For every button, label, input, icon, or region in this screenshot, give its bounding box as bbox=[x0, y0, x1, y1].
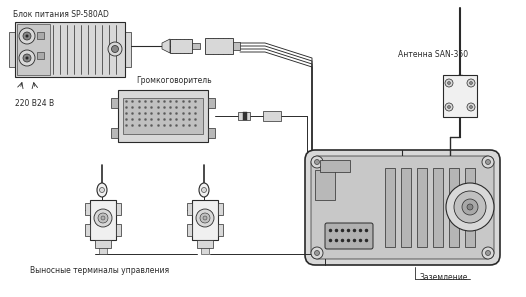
Circle shape bbox=[112, 45, 118, 53]
Text: Громкоговоритель: Громкоговоритель bbox=[136, 76, 211, 85]
Bar bbox=[385, 168, 395, 247]
Circle shape bbox=[448, 105, 450, 108]
Bar bbox=[443, 75, 477, 117]
Bar bbox=[263, 111, 281, 121]
Circle shape bbox=[23, 32, 31, 40]
Bar bbox=[95, 240, 111, 248]
Circle shape bbox=[470, 105, 472, 108]
Bar bbox=[465, 168, 475, 247]
Circle shape bbox=[482, 247, 494, 259]
Bar bbox=[201, 248, 209, 254]
Circle shape bbox=[203, 216, 207, 220]
Circle shape bbox=[200, 213, 210, 223]
Bar bbox=[37, 32, 44, 39]
Circle shape bbox=[462, 199, 478, 215]
Bar bbox=[433, 168, 443, 247]
Bar bbox=[116, 203, 121, 215]
Bar bbox=[116, 224, 121, 236]
Circle shape bbox=[485, 250, 491, 255]
Circle shape bbox=[467, 204, 473, 210]
Circle shape bbox=[448, 81, 450, 85]
Bar bbox=[192, 43, 200, 49]
Bar bbox=[187, 224, 192, 236]
Circle shape bbox=[454, 191, 486, 223]
Circle shape bbox=[19, 50, 35, 66]
Bar bbox=[90, 200, 116, 240]
Bar bbox=[85, 224, 90, 236]
Circle shape bbox=[99, 187, 105, 192]
Circle shape bbox=[94, 209, 112, 227]
Circle shape bbox=[201, 187, 207, 192]
Circle shape bbox=[467, 103, 475, 111]
Bar bbox=[37, 52, 44, 59]
Circle shape bbox=[23, 54, 31, 62]
Bar bbox=[99, 248, 107, 254]
Bar bbox=[123, 98, 203, 134]
Bar bbox=[125, 32, 131, 67]
Circle shape bbox=[315, 250, 319, 255]
Bar bbox=[192, 200, 218, 240]
Bar bbox=[243, 112, 247, 120]
Text: 220 В: 220 В bbox=[15, 99, 37, 108]
Circle shape bbox=[196, 209, 214, 227]
Bar bbox=[17, 24, 50, 75]
Circle shape bbox=[311, 156, 323, 168]
Bar bbox=[320, 160, 350, 172]
Text: 24 В: 24 В bbox=[37, 99, 54, 108]
Bar bbox=[238, 112, 250, 120]
Bar bbox=[208, 98, 215, 108]
Bar bbox=[401, 168, 411, 247]
Circle shape bbox=[98, 213, 108, 223]
Circle shape bbox=[25, 34, 28, 37]
Circle shape bbox=[482, 156, 494, 168]
Circle shape bbox=[25, 56, 28, 59]
Bar bbox=[218, 203, 223, 215]
Bar bbox=[85, 203, 90, 215]
Bar bbox=[315, 170, 335, 200]
Bar bbox=[449, 168, 459, 247]
Polygon shape bbox=[162, 39, 170, 53]
FancyBboxPatch shape bbox=[305, 150, 500, 265]
Bar bbox=[118, 90, 208, 142]
Bar bbox=[233, 42, 240, 50]
Bar bbox=[187, 203, 192, 215]
Text: Заземление: Заземление bbox=[420, 273, 468, 282]
Bar bbox=[9, 32, 15, 67]
Bar bbox=[417, 168, 427, 247]
Circle shape bbox=[467, 79, 475, 87]
Circle shape bbox=[485, 159, 491, 165]
Bar bbox=[111, 128, 118, 138]
Circle shape bbox=[101, 216, 105, 220]
Circle shape bbox=[315, 159, 319, 165]
Bar bbox=[205, 38, 233, 54]
Bar bbox=[170, 39, 192, 53]
Text: Антенна SAN-350: Антенна SAN-350 bbox=[398, 50, 468, 59]
Circle shape bbox=[311, 247, 323, 259]
Circle shape bbox=[445, 79, 453, 87]
Bar bbox=[197, 240, 213, 248]
Bar bbox=[111, 98, 118, 108]
FancyBboxPatch shape bbox=[311, 156, 494, 259]
Circle shape bbox=[19, 28, 35, 44]
Bar bbox=[218, 224, 223, 236]
Circle shape bbox=[108, 42, 122, 56]
Circle shape bbox=[446, 183, 494, 231]
Circle shape bbox=[445, 103, 453, 111]
Bar bbox=[15, 22, 125, 77]
Text: Выносные терминалы управления: Выносные терминалы управления bbox=[31, 266, 169, 275]
FancyBboxPatch shape bbox=[325, 223, 373, 249]
Ellipse shape bbox=[97, 183, 107, 197]
Ellipse shape bbox=[199, 183, 209, 197]
Circle shape bbox=[470, 81, 472, 85]
Bar bbox=[208, 128, 215, 138]
Text: Блок питания SP-580AD: Блок питания SP-580AD bbox=[13, 10, 109, 19]
